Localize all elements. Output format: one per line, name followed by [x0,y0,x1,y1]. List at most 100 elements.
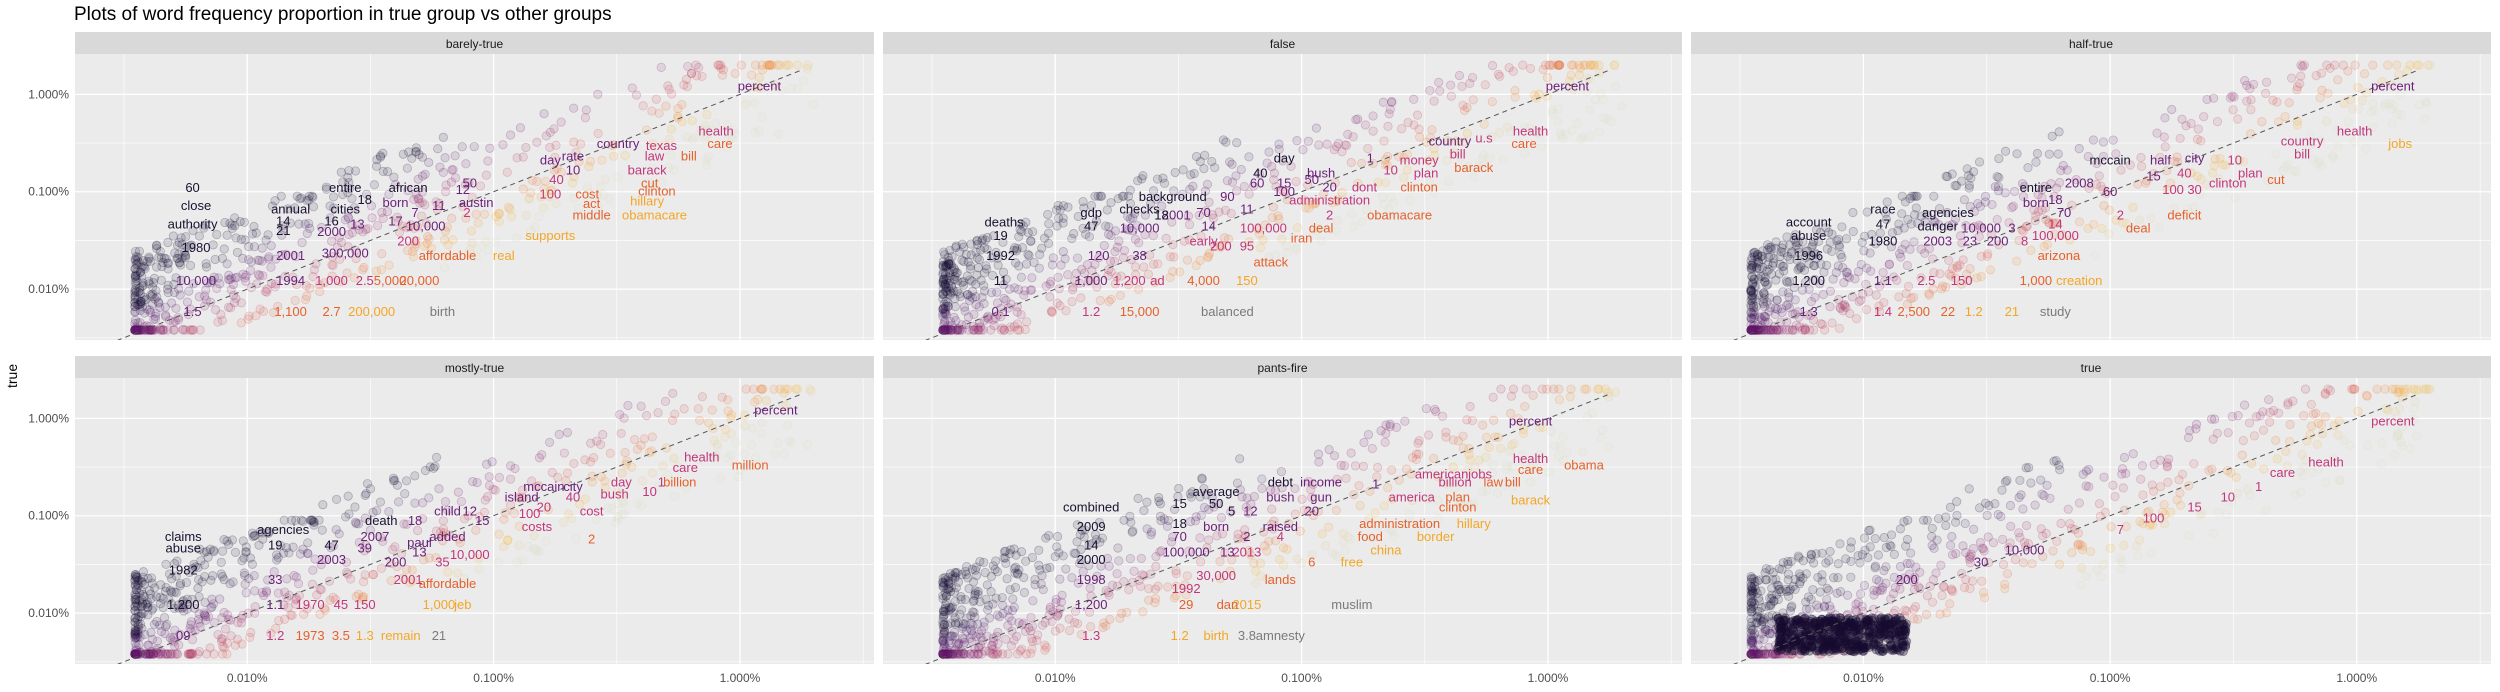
data-point [2280,112,2290,122]
data-point [1028,596,1038,606]
data-point [314,515,324,525]
word-label: 2.5 [1917,273,1935,288]
data-point [1842,271,1852,282]
data-point [503,535,513,545]
data-point [139,308,150,318]
data-point [2246,95,2256,105]
data-point [754,126,764,136]
data-point [213,629,223,640]
data-point [1184,235,1194,245]
data-point [1086,200,1097,211]
data-point [1887,228,1897,238]
data-point [1012,319,1023,329]
data-point [1121,224,1131,234]
word-label: america [1389,490,1436,505]
data-point [2037,205,2047,215]
data-point [1282,248,1292,258]
data-point [1064,626,1075,636]
data-point [133,300,143,310]
data-point [1787,325,1797,335]
data-point [1200,186,1210,196]
data-point [344,213,354,223]
data-point [507,212,517,222]
data-point [976,275,986,285]
data-point [782,420,793,430]
data-point [1414,436,1424,446]
word-label: hillary [1457,516,1491,531]
data-point [1753,325,1763,335]
data-point [494,472,505,483]
data-point [1353,114,1363,124]
data-point [1595,68,1605,78]
data-point [1782,277,1792,288]
data-point [990,313,1001,323]
data-point [1554,451,1564,461]
data-point [1037,570,1047,581]
data-point [1005,322,1015,332]
data-point [1753,249,1763,260]
data-point [2057,229,2067,240]
word-label: bush [601,487,629,502]
data-point [1024,250,1034,261]
data-point [2128,449,2138,459]
data-point [167,649,177,659]
data-point [371,161,382,171]
data-point [1260,220,1270,230]
data-point [134,640,144,650]
data-point [447,165,457,175]
data-point [241,276,251,286]
data-point [658,461,668,471]
data-point [203,552,213,562]
data-point [2054,559,2065,569]
data-point [1952,510,1962,521]
data-point [494,209,505,219]
data-point [967,286,978,296]
data-point [721,142,731,152]
data-point [1347,209,1357,219]
word-label: 35 [435,555,449,570]
data-point [1790,230,1800,240]
data-point [412,222,423,232]
data-point [132,276,142,286]
data-point [946,288,956,298]
data-point [194,618,204,628]
word-label: obama [1564,457,1605,472]
data-point [1759,289,1770,300]
data-point [225,579,235,589]
word-label: 2001 [276,248,305,263]
data-point [1403,117,1413,128]
data-point [2367,122,2378,133]
data-point [1005,325,1015,335]
data-point [1123,280,1134,290]
data-point [1834,294,1844,305]
data-point [398,149,408,159]
data-point [308,202,319,212]
data-point [1976,271,1986,282]
x-tick-label: 1.000% [720,671,761,685]
data-point [1429,96,1439,106]
data-point [1462,102,1472,113]
data-point [1771,237,1781,247]
data-point [778,401,788,411]
data-point [408,252,419,262]
data-point [1012,649,1023,659]
data-point [1125,198,1135,209]
data-point [631,90,642,100]
data-point [217,613,227,623]
data-point [132,325,142,335]
word-label: 19 [268,538,282,553]
data-point [316,560,326,570]
data-point [1902,260,1912,271]
data-point [2105,543,2116,553]
data-point [194,646,204,657]
data-point [226,285,236,295]
data-point [1801,246,1811,256]
data-point [1014,261,1024,271]
data-point [1839,278,1849,288]
data-point [611,517,621,528]
data-point [1023,228,1033,238]
data-point [1175,267,1185,277]
data-point [2175,133,2185,144]
